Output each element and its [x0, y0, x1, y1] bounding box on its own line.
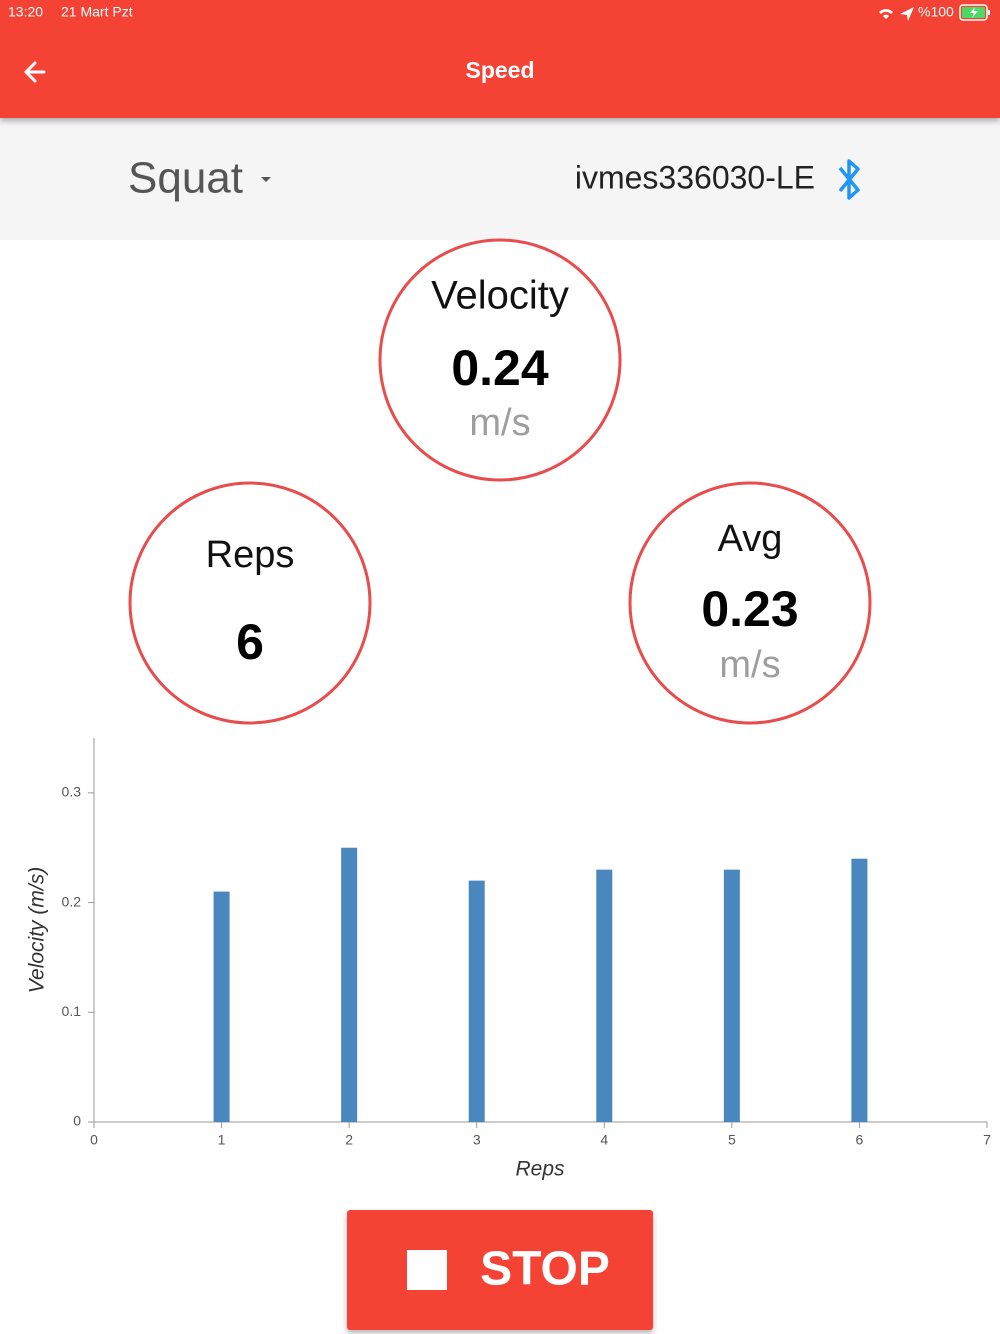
reps-circle	[128, 481, 372, 725]
stop-label[interactable]: STOP	[480, 1243, 610, 1296]
avg-label: Avg	[718, 518, 783, 560]
device-name: ivmes336030-LE	[575, 159, 815, 195]
x-tick-label: 6	[856, 1132, 864, 1148]
bar	[851, 858, 868, 1122]
back-button[interactable]	[24, 61, 46, 83]
y-tick-label: 0.2	[62, 893, 82, 909]
status-icons	[879, 7, 914, 21]
selector-bar	[0, 118, 1000, 240]
bar	[596, 869, 613, 1122]
x-tick-label: 7	[983, 1132, 991, 1148]
dropdown-arrow[interactable]	[261, 177, 271, 182]
app-bar	[0, 0, 1000, 118]
x-tick-label: 2	[345, 1132, 353, 1148]
velocity-value: 0.24	[451, 340, 549, 396]
bluetooth-icon[interactable]	[838, 159, 860, 200]
avg-value: 0.23	[701, 581, 798, 637]
velocity-unit: m/s	[469, 402, 530, 444]
y-tick-label: 0	[73, 1113, 81, 1129]
x-tick-label: 3	[473, 1132, 481, 1148]
avg-circle	[628, 481, 872, 725]
stop-button-bg[interactable]	[347, 1210, 653, 1330]
x-tick-label: 4	[600, 1132, 608, 1148]
battery-icon	[959, 4, 990, 21]
x-axis-label: Reps	[515, 1158, 565, 1181]
bar	[213, 891, 230, 1122]
velocity-circle	[378, 238, 622, 482]
bar	[341, 847, 358, 1122]
app-title: Speed	[465, 57, 534, 83]
x-tick-label: 1	[218, 1132, 226, 1148]
stop-icon	[407, 1250, 447, 1290]
avg-unit: m/s	[719, 644, 780, 686]
status-battery: %100	[918, 4, 954, 20]
y-axis-label: Velocity (m/s)	[26, 867, 49, 993]
reps-value: 6	[236, 614, 264, 670]
chart: Reps Velocity (m/s) 0 0.1 0.2 0.3 0 1 2 3 4 5 6 7	[26, 738, 991, 1181]
reps-label: Reps	[206, 534, 295, 576]
y-tick-label: 0.3	[62, 784, 82, 800]
x-tick-label: 0	[90, 1132, 98, 1148]
exercise-dropdown[interactable]: Squat	[128, 154, 243, 203]
bar	[468, 880, 485, 1122]
velocity-label: Velocity	[431, 274, 569, 318]
bar	[723, 869, 740, 1122]
stop-button[interactable]: STOP	[347, 1210, 653, 1330]
status-date: 21 Mart Pzt	[61, 4, 133, 20]
y-tick-label: 0.1	[62, 1003, 82, 1019]
x-tick-label: 5	[728, 1132, 736, 1148]
status-time: 13:20	[8, 4, 43, 20]
